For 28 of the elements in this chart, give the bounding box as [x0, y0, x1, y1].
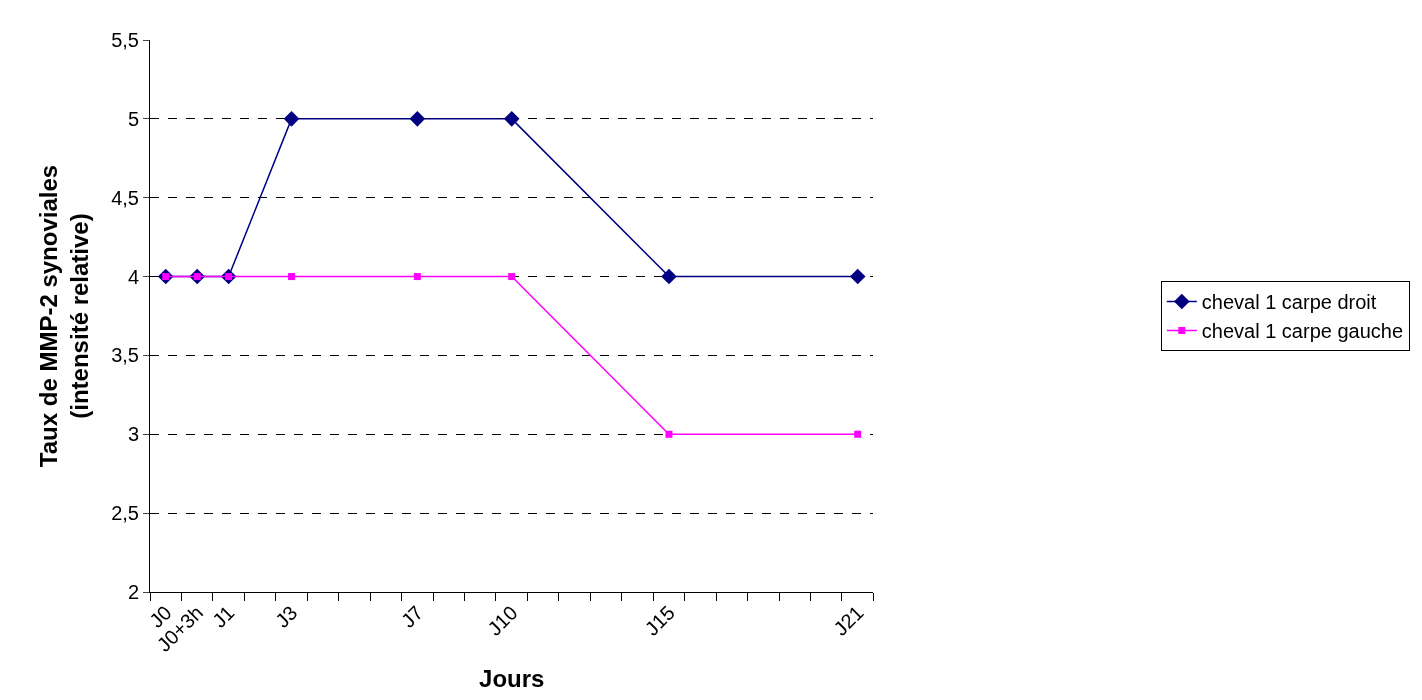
y-tick-label: 3,5	[111, 344, 139, 367]
y-tick-label: 3	[127, 423, 139, 446]
point	[288, 273, 296, 281]
legend-label: cheval 1 carpe droit	[1201, 291, 1377, 314]
y-tick-label: 5	[127, 107, 139, 130]
x-axis-title: Jours	[479, 665, 545, 693]
y-tick-label: 5,5	[111, 29, 139, 51]
point	[849, 268, 866, 285]
x-tick-label: J10	[483, 601, 522, 640]
point	[508, 273, 516, 281]
x-tick-label: J3	[270, 601, 302, 632]
y-tick-label: 4,5	[111, 186, 139, 209]
x-tick-label: J1	[208, 601, 239, 632]
point	[503, 111, 520, 127]
point	[413, 273, 421, 281]
point	[854, 430, 862, 438]
point	[661, 268, 677, 285]
y-tick-label: 4	[127, 265, 139, 288]
x-tick-label: J7	[396, 601, 428, 632]
x-tick-label: J15	[640, 601, 679, 640]
point	[409, 111, 426, 127]
legend-label: cheval 1 carpe gauche	[1201, 320, 1404, 343]
y-tick-label: 2	[127, 581, 139, 603]
point	[665, 430, 673, 438]
point	[283, 111, 300, 127]
y-axis-title: Taux de MMP-2 synoviales (intensité relative)	[35, 164, 94, 468]
x-tick-label: J21	[829, 601, 868, 640]
y-tick-label: 2,5	[111, 502, 139, 525]
